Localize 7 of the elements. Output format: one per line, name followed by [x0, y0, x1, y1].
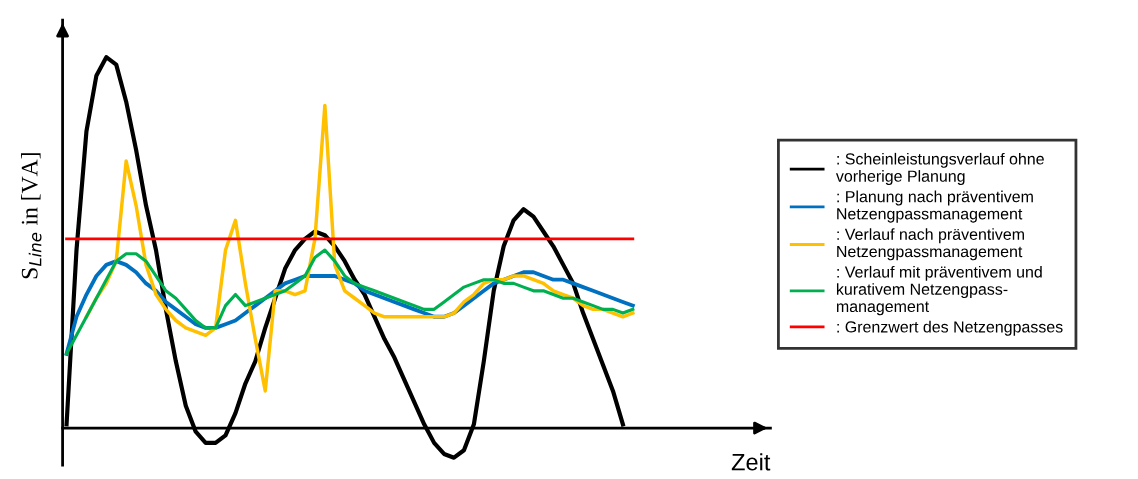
legend-label: : Verlauf mit präventivem und kurativem Netzengpass- management	[836, 265, 1042, 316]
legend-label: : Planung nach präventivem Netzengpassmanagement	[837, 190, 1033, 223]
y-axis-title: S$_{Line}$ in [VA]	[21, 153, 42, 279]
x-axis-title: Zeit	[731, 453, 771, 471]
legend-label: : Grenzwert des Netzengpasses	[837, 320, 1063, 336]
legend-label: : Verlauf nach präventivem Netzengpassmanagement	[837, 228, 1024, 261]
legend-label: : Scheinleistungsverlauf ohne vorherige Planung	[835, 152, 1044, 185]
